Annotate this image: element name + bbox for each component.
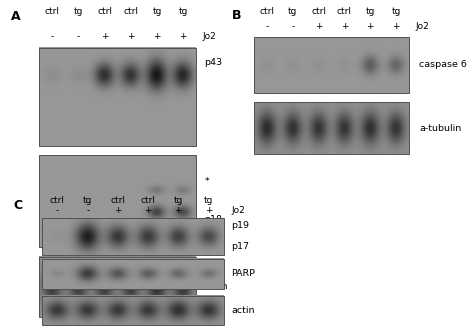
Text: +: + bbox=[101, 32, 108, 42]
Text: -: - bbox=[51, 32, 54, 42]
Text: actin: actin bbox=[204, 282, 228, 291]
Text: ctrl: ctrl bbox=[123, 7, 138, 16]
Text: p19: p19 bbox=[232, 221, 250, 230]
Text: -: - bbox=[77, 32, 80, 42]
Text: tg: tg bbox=[392, 7, 401, 16]
Text: tg: tg bbox=[288, 7, 297, 16]
Text: +: + bbox=[341, 22, 348, 31]
Text: B: B bbox=[232, 9, 241, 21]
Text: ctrl: ctrl bbox=[311, 7, 326, 16]
Text: Jo2: Jo2 bbox=[203, 32, 216, 42]
Text: ctrl: ctrl bbox=[260, 7, 274, 16]
Text: Jo2: Jo2 bbox=[415, 22, 429, 31]
Text: PARP: PARP bbox=[232, 269, 256, 279]
Text: +: + bbox=[180, 32, 187, 42]
Bar bbox=[39, 257, 196, 317]
Text: tg: tg bbox=[204, 196, 213, 205]
Text: +: + bbox=[315, 22, 322, 31]
Bar bbox=[254, 102, 409, 154]
Text: tg: tg bbox=[152, 7, 162, 16]
Text: +: + bbox=[174, 206, 182, 215]
Text: tg: tg bbox=[366, 7, 375, 16]
Text: -: - bbox=[291, 22, 295, 31]
Text: tg: tg bbox=[174, 196, 183, 205]
Text: +: + bbox=[127, 32, 135, 42]
Text: ctrl: ctrl bbox=[110, 196, 125, 205]
Text: +: + bbox=[114, 206, 121, 215]
Text: *: * bbox=[204, 177, 209, 186]
Text: +: + bbox=[367, 22, 374, 31]
Bar bbox=[39, 155, 196, 248]
Text: +: + bbox=[205, 206, 212, 215]
Bar bbox=[42, 296, 224, 325]
Text: A: A bbox=[10, 10, 20, 23]
Text: ctrl: ctrl bbox=[141, 196, 156, 205]
Text: tg: tg bbox=[179, 7, 188, 16]
Bar bbox=[42, 259, 224, 289]
Text: -: - bbox=[265, 22, 269, 31]
Text: C: C bbox=[14, 199, 23, 212]
Bar bbox=[254, 37, 409, 93]
Text: caspase 6: caspase 6 bbox=[419, 60, 467, 70]
Text: actin: actin bbox=[232, 306, 255, 315]
Text: ctrl: ctrl bbox=[97, 7, 112, 16]
Text: ctrl: ctrl bbox=[45, 7, 60, 16]
Text: p17: p17 bbox=[232, 242, 250, 251]
Text: -: - bbox=[86, 206, 89, 215]
Text: a-tubulin: a-tubulin bbox=[419, 124, 461, 133]
Text: tg: tg bbox=[83, 196, 92, 205]
Text: ctrl: ctrl bbox=[337, 7, 352, 16]
Bar bbox=[39, 48, 196, 146]
Text: p43: p43 bbox=[204, 58, 223, 67]
Bar bbox=[42, 218, 224, 255]
Text: +: + bbox=[144, 206, 152, 215]
Text: tg: tg bbox=[74, 7, 83, 16]
Text: Jo2: Jo2 bbox=[232, 206, 245, 215]
Text: +: + bbox=[153, 32, 161, 42]
Text: +: + bbox=[393, 22, 400, 31]
Text: -: - bbox=[56, 206, 59, 215]
Text: ctrl: ctrl bbox=[50, 196, 65, 205]
Text: p18: p18 bbox=[204, 215, 222, 224]
